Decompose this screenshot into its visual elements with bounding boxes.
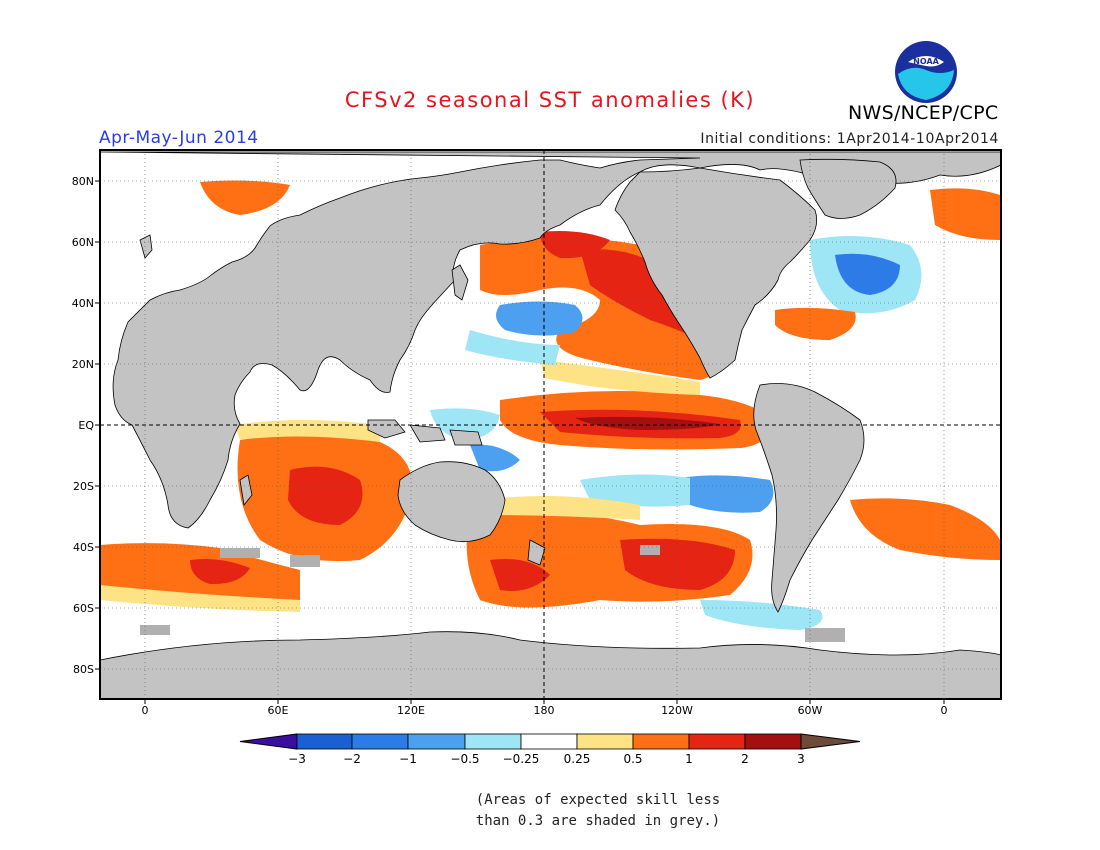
anomaly-south-atlantic-strong xyxy=(190,559,250,585)
colorbar xyxy=(239,733,861,750)
colorbar-tick-label: 1 xyxy=(685,752,693,766)
low-skill-patch xyxy=(805,628,845,642)
logo-text: NOAA xyxy=(913,57,939,66)
lat-tick-label: 40S xyxy=(73,541,94,554)
land xyxy=(100,151,1001,699)
lon-tick-label: 120W xyxy=(661,704,693,717)
colorbar-tick-label: 0.25 xyxy=(564,752,591,766)
lon-tick-label: 0 xyxy=(142,704,149,717)
skill-note: (Areas of expected skill less than 0.3 a… xyxy=(468,790,728,832)
anomaly-sw-pacific-cold xyxy=(470,444,520,472)
skill-note-line-2: than 0.3 are shaded in grey.) xyxy=(475,813,721,829)
land-greenland xyxy=(799,158,897,219)
land-australia xyxy=(397,461,506,543)
lon-tick-label: 120E xyxy=(397,704,425,717)
anomaly-north-atlantic-cold-strong xyxy=(835,253,900,295)
anomaly-north-atlantic-warm xyxy=(775,307,856,340)
lon-tick-label: 0 xyxy=(941,704,948,717)
anomaly-north-pacific-light xyxy=(540,360,700,395)
colorbar-bin xyxy=(744,733,802,750)
colorbar-min-arrow xyxy=(239,733,298,750)
low-skill-patch xyxy=(140,625,170,635)
land-eurasia xyxy=(100,151,1001,529)
anomaly-nordic-warm xyxy=(930,188,1000,240)
colorbar-bin xyxy=(576,733,634,750)
colorbar-tick-label: −2 xyxy=(343,752,361,766)
colorbar-bin xyxy=(296,733,353,750)
anomaly-south-indian-strong xyxy=(288,466,363,525)
season-label: Apr-May-Jun 2014 xyxy=(99,128,259,148)
colorbar-tick-label: 2 xyxy=(741,752,749,766)
colorbar-tick-label: −0.25 xyxy=(503,752,540,766)
anomaly-north-pacific-strong xyxy=(580,249,700,340)
lat-tick-label: 20N xyxy=(72,358,94,371)
initial-conditions-label: Initial conditions: 1Apr2014-10Apr2014 xyxy=(700,131,999,147)
anomaly-southern-ocean-cold xyxy=(700,600,823,630)
colorbar-tick-label: 3 xyxy=(797,752,805,766)
anomaly-south-atlantic-warm xyxy=(850,498,1000,560)
anomaly-south-pacific-light xyxy=(478,496,640,520)
noaa-logo-icon: NOAA xyxy=(895,41,957,103)
lat-tick-label: 60N xyxy=(72,236,94,249)
lat-tick-label: 80S xyxy=(73,663,94,676)
land-south-america xyxy=(753,383,865,613)
land-maritime-continent xyxy=(367,419,483,446)
anomaly-north-pacific-cold xyxy=(496,301,583,336)
land-north-america xyxy=(614,167,818,379)
colorbar-bin xyxy=(632,733,690,750)
low-skill-patch xyxy=(640,545,660,555)
lat-tick-label: 80N xyxy=(72,175,94,188)
lat-tick-label: 40N xyxy=(72,297,94,310)
lat-tick-label: EQ xyxy=(78,419,94,432)
anomaly-west-pacific-cold xyxy=(430,408,500,440)
colorbar-tick-label: −3 xyxy=(288,752,306,766)
lat-tick-label: 60S xyxy=(73,602,94,615)
low-skill-patch xyxy=(290,555,320,567)
low-skill-patch xyxy=(220,548,260,558)
anomaly-se-pacific-cold xyxy=(680,475,774,513)
land-antarctica xyxy=(100,631,1001,699)
colorbar-bin xyxy=(464,733,522,750)
colorbar-bin xyxy=(351,733,409,750)
anomaly-arctic-atlantic-warm xyxy=(200,180,290,215)
colorbar-tick-label: 0.5 xyxy=(623,752,642,766)
lon-tick-label: 60E xyxy=(268,704,289,717)
skill-note-line-1: (Areas of expected skill less xyxy=(475,792,721,808)
colorbar-bin xyxy=(407,733,466,750)
anomaly-se-pacific-cold-light xyxy=(580,474,690,507)
anomaly-north-pacific-cold-light xyxy=(465,330,560,365)
anomaly-south-pacific-west xyxy=(490,559,550,591)
lat-tick-label: 20S xyxy=(73,480,94,493)
land-madagascar xyxy=(239,474,253,506)
anomaly-fields xyxy=(100,180,1000,642)
land-uk xyxy=(139,234,153,259)
land-new-zealand xyxy=(527,539,546,566)
anomaly-bering-warm xyxy=(540,231,610,259)
lon-tick-label: 60W xyxy=(798,704,823,717)
lon-tick-label: 180 xyxy=(534,704,555,717)
chart-title: CFSv2 seasonal SST anomalies (K) xyxy=(344,88,756,112)
colorbar-tick-label: −1 xyxy=(399,752,417,766)
colorbar-bin xyxy=(688,733,746,750)
anomaly-eq-pacific-core xyxy=(575,416,720,430)
land-japan xyxy=(451,264,469,301)
colorbar-tick-label: −0.5 xyxy=(450,752,479,766)
agency-label: NWS/NCEP/CPC xyxy=(848,102,999,124)
colorbar-bin xyxy=(520,733,578,750)
anomaly-southern-ocean-light xyxy=(100,585,300,612)
colorbar-max-arrow xyxy=(800,733,861,750)
